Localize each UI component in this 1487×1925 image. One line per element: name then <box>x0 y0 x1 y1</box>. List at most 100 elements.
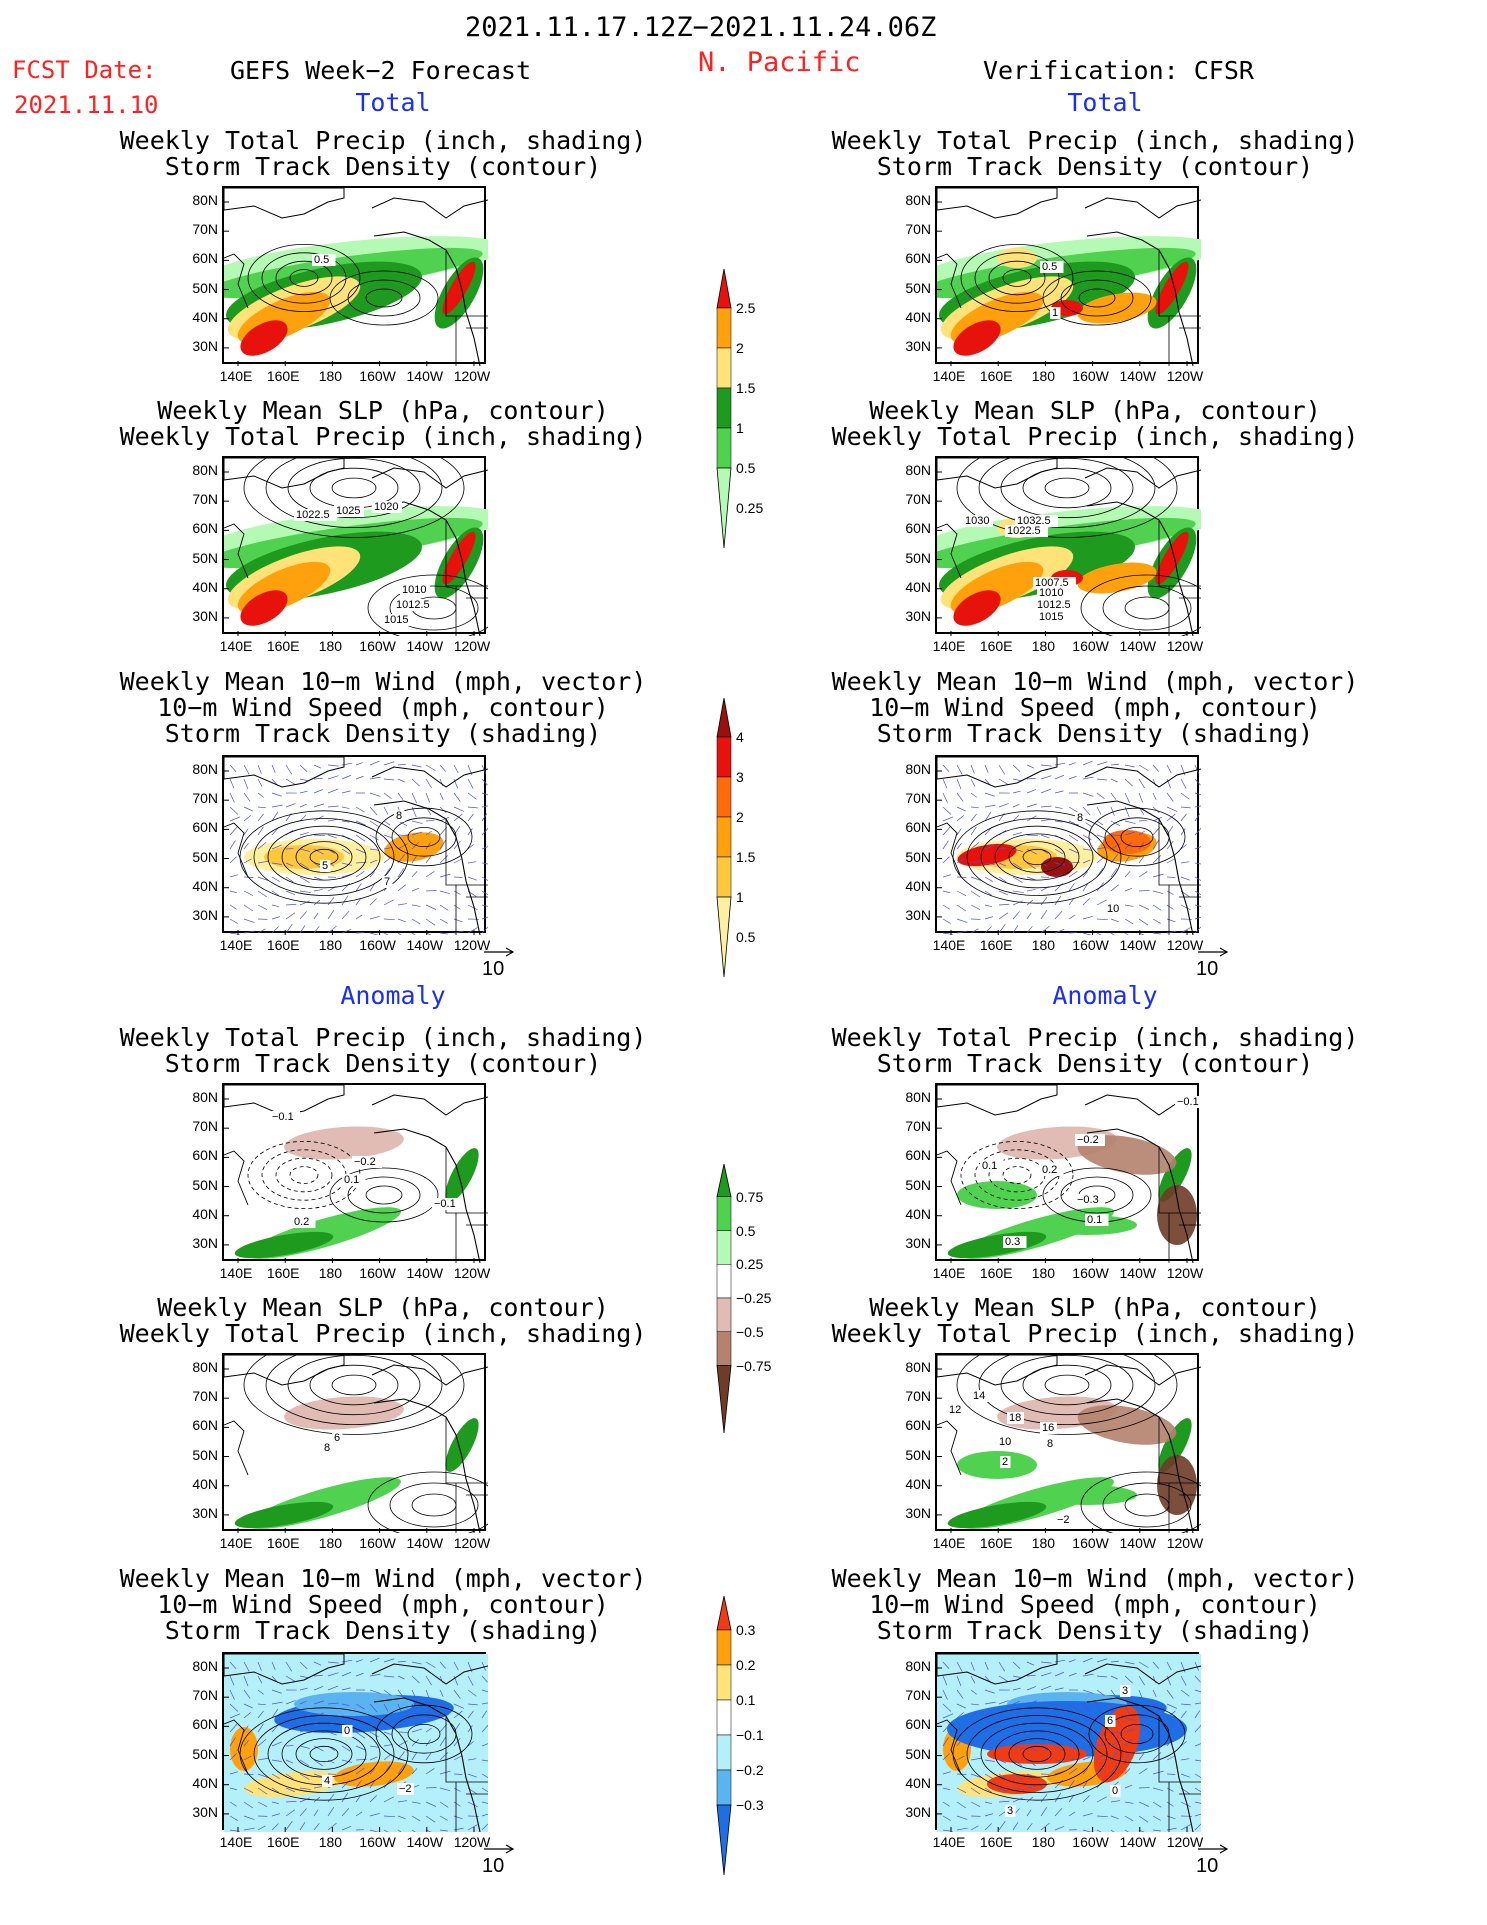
lon-tick: 120W <box>453 1535 491 1551</box>
contour-label: 6 <box>334 1432 340 1444</box>
lon-tick: 180 <box>318 1265 343 1281</box>
contour-label: 1015 <box>1039 611 1063 623</box>
lat-tick: 60N <box>905 1417 931 1434</box>
vw-anom-title-1: Weekly Mean 10−m Wind (mph, vector) <box>831 1564 1359 1593</box>
colorbar-label: −0.75 <box>736 1357 772 1374</box>
lon-tick: 120W <box>1166 937 1204 953</box>
vw-anom-vector-ref: 10 <box>1196 1844 1229 1878</box>
arrow-right-icon <box>1198 1844 1229 1854</box>
lon-tick: 140W <box>406 368 444 384</box>
lon-tick: 140E <box>932 1834 966 1850</box>
lon-tick: 140E <box>932 1265 966 1281</box>
forecast-title: GEFS Week−2 Forecast <box>230 56 532 85</box>
lat-tick: 80N <box>192 1359 218 1375</box>
colorbar-label: −0.3 <box>736 1797 764 1813</box>
fcst-date-label: FCST Date: <box>12 56 157 84</box>
lat-tick: 60N <box>905 819 931 836</box>
lon-tick: 160W <box>1072 638 1109 654</box>
colorbar-label: −0.1 <box>736 1727 764 1743</box>
contour-label: −0.2 <box>354 1156 376 1168</box>
lon-tick: 140W <box>1119 1834 1157 1850</box>
colorbar-total-precip <box>716 268 732 549</box>
lat-tick: 70N <box>905 221 931 238</box>
right-total-label: Total <box>1067 88 1143 117</box>
lat-tick: 70N <box>905 1388 931 1405</box>
colorbar-label: 0.2 <box>736 1657 756 1673</box>
vw-anom-title-2: 10−m Wind Speed (mph, contour) <box>869 1590 1321 1619</box>
lon-tick: 160W <box>1072 368 1109 384</box>
lon-tick: 140W <box>406 1535 444 1551</box>
contour-label: −0.3 <box>1077 1194 1099 1206</box>
fp-anom-title-2: Storm Track Density (contour) <box>164 1049 602 1078</box>
lon-tick: 140E <box>219 1535 253 1551</box>
contour-label: 5 <box>322 860 328 872</box>
lat-tick: 40N <box>192 578 218 595</box>
colorbar-label: −0.2 <box>736 1762 764 1778</box>
lat-tick: 40N <box>905 1475 931 1492</box>
lat-tick: 70N <box>192 1118 218 1135</box>
contour-label: 0.2 <box>1042 1164 1057 1176</box>
contour-label: 1010 <box>402 584 426 596</box>
colorbar-label: 0.1 <box>736 1692 756 1708</box>
contour-label: 12 <box>949 1404 961 1416</box>
lat-tick: 30N <box>192 607 218 624</box>
lat-tick: 70N <box>192 491 218 508</box>
lon-tick: 180 <box>1031 1535 1056 1551</box>
lat-tick: 70N <box>905 1118 931 1135</box>
fp-tot-title-2: Storm Track Density (contour) <box>164 152 602 181</box>
colorbar-label: 1.5 <box>736 849 756 865</box>
lat-tick: 60N <box>192 250 218 267</box>
lon-tick: 140E <box>219 368 253 384</box>
vs-tot-title-2: Weekly Total Precip (inch, shading) <box>831 422 1359 451</box>
lon-tick: 180 <box>1031 1265 1056 1281</box>
left-total-label: Total <box>355 88 431 117</box>
lon-tick: 120W <box>453 368 491 384</box>
lat-tick: 50N <box>192 1176 218 1193</box>
lon-tick: 140E <box>932 638 966 654</box>
lon-tick: 140W <box>1119 1535 1157 1551</box>
lat-tick: 30N <box>905 1234 931 1251</box>
contour-label: 1032.5 <box>1017 515 1051 527</box>
lat-tick: 30N <box>192 906 218 923</box>
right-anomaly-label: Anomaly <box>1052 981 1158 1010</box>
lon-tick: 120W <box>453 1834 491 1850</box>
lon-tick: 120W <box>453 937 491 953</box>
lat-tick: 40N <box>905 877 931 894</box>
contour-label: −0.1 <box>272 1111 294 1123</box>
lat-tick: 80N <box>192 1658 218 1674</box>
region-label: N. Pacific <box>698 47 861 78</box>
contour-label: 1007.5 <box>1035 577 1069 589</box>
lon-tick: 140W <box>406 1834 444 1850</box>
lat-tick: 40N <box>192 877 218 894</box>
contour-label: 0.5 <box>314 254 329 266</box>
colorbar-label: 0.3 <box>736 1622 756 1638</box>
colorbar-label: −0.25 <box>736 1290 772 1306</box>
lat-tick: 80N <box>192 462 218 478</box>
map-fw-tot: 8 5 7 <box>222 755 488 935</box>
lon-tick: 140W <box>1119 368 1157 384</box>
fw-anom-title-1: Weekly Mean 10−m Wind (mph, vector) <box>119 1564 647 1593</box>
map-vp-anom: −0.1 −0.2 0.1 0.2 −0.3 0.1 0.3 <box>935 1083 1201 1263</box>
lat-tick: 80N <box>905 192 931 208</box>
vp-anom-title-2: Storm Track Density (contour) <box>876 1049 1314 1078</box>
contour-label: −0.1 <box>434 1198 456 1210</box>
lon-tick: 120W <box>453 638 491 654</box>
colorbar-label: 0.25 <box>736 500 764 516</box>
contour-label: 1020 <box>374 501 398 513</box>
fw-tot-vector-ref: 10 <box>482 947 515 981</box>
colorbar-label: 4 <box>736 729 744 745</box>
lat-tick: 60N <box>192 520 218 537</box>
lat-tick: 50N <box>905 848 931 865</box>
contour-label: 3 <box>1007 1805 1013 1817</box>
colorbar-label: 0.5 <box>736 460 756 476</box>
lat-tick: 50N <box>192 1745 218 1762</box>
colorbar-label: 1 <box>736 889 744 905</box>
fw-tot-title-1: Weekly Mean 10−m Wind (mph, vector) <box>119 667 647 696</box>
lat-tick: 80N <box>905 761 931 777</box>
lon-tick: 180 <box>318 1535 343 1551</box>
lat-tick: 40N <box>192 1205 218 1222</box>
arrow-right-icon <box>484 1844 515 1854</box>
lat-tick: 30N <box>905 607 931 624</box>
contour-label: 7 <box>384 876 390 888</box>
contour-label: 8 <box>1077 812 1083 824</box>
